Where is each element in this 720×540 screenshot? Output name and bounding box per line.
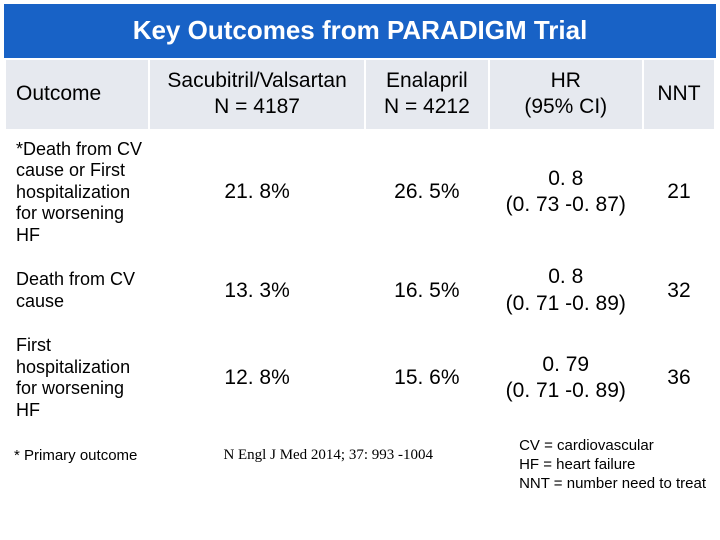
abbr-cv: CV = cardiovascular [519, 437, 654, 454]
row-nnt: 36 [643, 326, 715, 430]
table-header-row: Outcome Sacubitril/Valsartan N = 4187 En… [5, 59, 715, 130]
slide-title: Key Outcomes from PARADIGM Trial [4, 4, 716, 58]
header-hr-line2: (95% CI) [524, 95, 607, 118]
row-hr: 0. 79 (0. 71 -0. 89) [489, 326, 643, 430]
header-drug2-line1: Enalapril [386, 69, 468, 92]
header-drug2-line2: N = 4212 [384, 95, 470, 118]
header-drug1-line2: N = 4187 [214, 95, 300, 118]
row-label: *Death from CV cause or First hospitaliz… [5, 130, 149, 256]
header-nnt: NNT [643, 59, 715, 130]
table-row: First hospitalization for worsening HF 1… [5, 326, 715, 430]
footnote-primary: * Primary outcome [14, 437, 137, 464]
row-drug1: 21. 8% [149, 130, 365, 256]
row-hr-line1: 0. 8 [548, 265, 583, 288]
row-drug2: 26. 5% [365, 130, 488, 256]
abbr-nnt: NNT = number need to treat [519, 475, 706, 492]
row-hr-line2: (0. 71 -0. 89) [506, 292, 626, 315]
header-drug2: Enalapril N = 4212 [365, 59, 488, 130]
row-nnt: 32 [643, 255, 715, 326]
row-hr: 0. 8 (0. 71 -0. 89) [489, 255, 643, 326]
abbreviations: CV = cardiovascular HF = heart failure N… [519, 437, 706, 493]
row-hr-line1: 0. 79 [542, 353, 589, 376]
row-label: First hospitalization for worsening HF [5, 326, 149, 430]
slide: Key Outcomes from PARADIGM Trial Outcome… [0, 0, 720, 540]
row-drug2: 16. 5% [365, 255, 488, 326]
header-drug1: Sacubitril/Valsartan N = 4187 [149, 59, 365, 130]
row-hr-line2: (0. 73 -0. 87) [506, 193, 626, 216]
header-hr: HR (95% CI) [489, 59, 643, 130]
header-hr-line1: HR [551, 69, 581, 92]
row-drug1: 12. 8% [149, 326, 365, 430]
row-hr: 0. 8 (0. 73 -0. 87) [489, 130, 643, 256]
row-drug2: 15. 6% [365, 326, 488, 430]
row-nnt: 21 [643, 130, 715, 256]
header-outcome: Outcome [5, 59, 149, 130]
row-drug1: 13. 3% [149, 255, 365, 326]
row-hr-line1: 0. 8 [548, 167, 583, 190]
footer: * Primary outcome N Engl J Med 2014; 37:… [0, 431, 720, 501]
abbr-hf: HF = heart failure [519, 456, 635, 473]
header-drug1-line1: Sacubitril/Valsartan [167, 69, 346, 92]
table-row: Death from CV cause 13. 3% 16. 5% 0. 8 (… [5, 255, 715, 326]
citation: N Engl J Med 2014; 37: 993 -1004 [137, 437, 519, 464]
table-row: *Death from CV cause or First hospitaliz… [5, 130, 715, 256]
outcomes-table: Outcome Sacubitril/Valsartan N = 4187 En… [4, 58, 716, 431]
row-label: Death from CV cause [5, 255, 149, 326]
row-hr-line2: (0. 71 -0. 89) [506, 379, 626, 402]
